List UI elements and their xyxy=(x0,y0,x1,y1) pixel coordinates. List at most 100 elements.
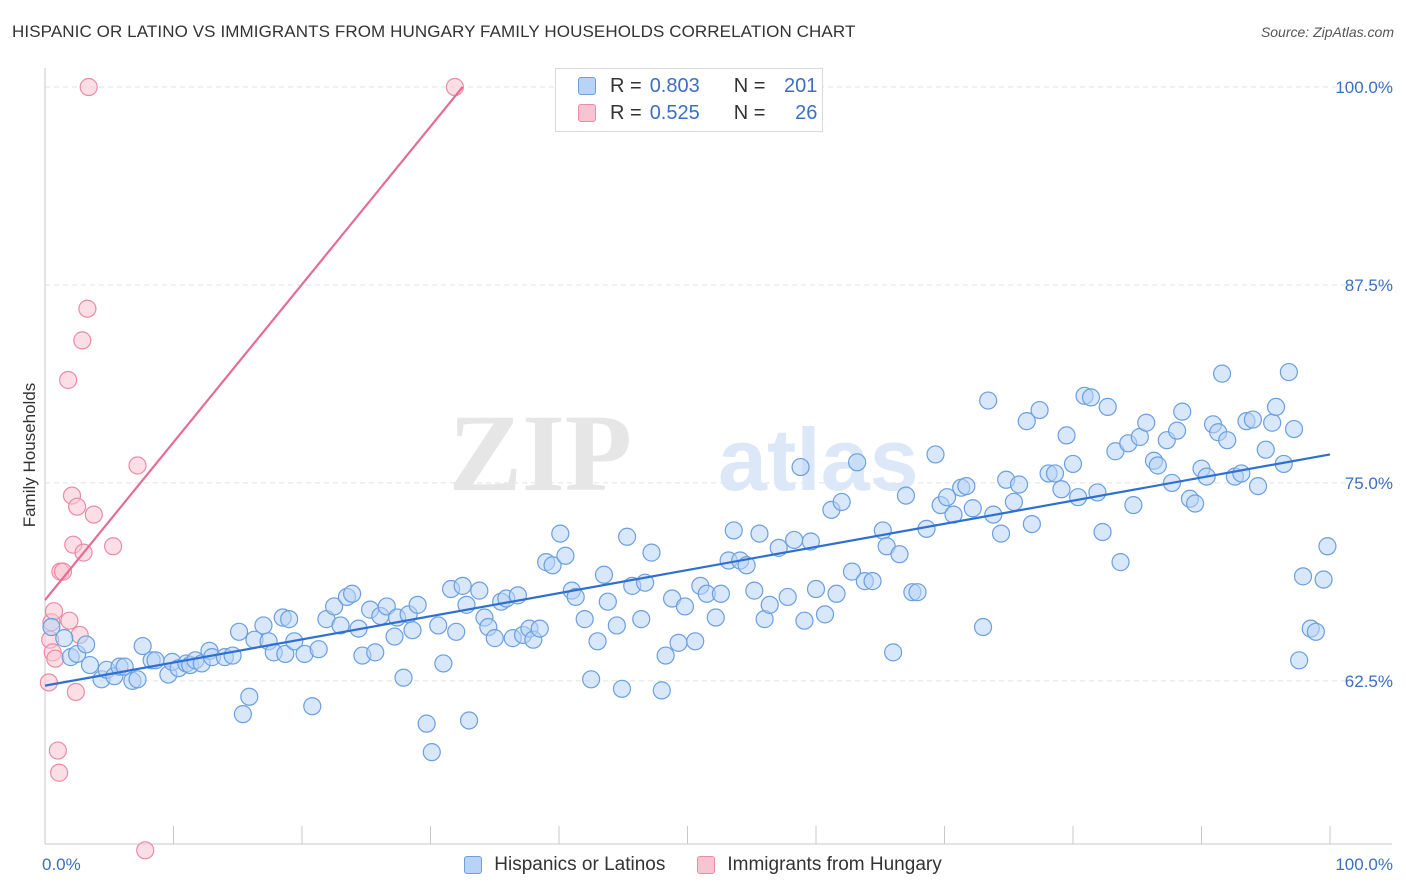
data-point xyxy=(1045,464,1065,483)
legend-r-value: 0.803 xyxy=(649,74,700,97)
data-point xyxy=(50,763,69,782)
data-point xyxy=(863,572,882,591)
data-point xyxy=(566,587,585,607)
data-point xyxy=(233,705,252,724)
legend-n-value: 201 xyxy=(784,74,818,97)
data-point xyxy=(806,579,826,599)
data-point xyxy=(1124,495,1143,515)
data-point xyxy=(104,537,123,556)
data-point xyxy=(223,646,242,665)
trend-line-hungary xyxy=(44,86,464,601)
legend-row-hispanic: R = 0.803 N = 201 xyxy=(578,74,817,98)
data-point xyxy=(711,584,731,603)
data-point xyxy=(937,488,957,507)
data-point xyxy=(53,562,73,581)
data-point xyxy=(594,565,614,584)
data-point xyxy=(908,583,927,602)
data-point xyxy=(1069,488,1088,507)
data-point xyxy=(385,627,404,646)
legend-swatch-blue xyxy=(464,856,483,874)
data-point xyxy=(1022,514,1041,534)
data-point xyxy=(1284,419,1304,439)
data-point xyxy=(408,595,427,614)
data-point xyxy=(832,492,851,512)
data-point xyxy=(343,584,362,603)
data-point xyxy=(77,635,96,654)
data-point xyxy=(1111,553,1130,572)
data-point xyxy=(1279,362,1298,382)
data-point xyxy=(254,616,273,635)
data-point xyxy=(445,77,465,97)
data-point xyxy=(1218,431,1237,450)
data-point xyxy=(675,597,695,616)
legend-item-hispanic[interactable]: Hispanics or Latinos xyxy=(464,854,665,876)
data-point xyxy=(706,608,725,627)
data-point xyxy=(827,584,846,603)
legend-swatch-pink xyxy=(697,856,716,874)
y-tick-label: 75.0% xyxy=(1345,474,1393,493)
data-point xyxy=(1314,570,1333,589)
data-point xyxy=(128,456,147,475)
data-point xyxy=(588,632,607,651)
legend-item-hungary[interactable]: Immigrants from Hungary xyxy=(697,854,942,876)
data-point xyxy=(417,714,436,733)
trend-line-hispanic xyxy=(44,453,1331,687)
x-tick-label: 0.0% xyxy=(42,855,81,874)
data-point xyxy=(598,592,617,611)
data-point xyxy=(60,611,79,630)
legend-n-value: 26 xyxy=(795,101,818,124)
axis-layer xyxy=(44,68,1392,845)
data-point xyxy=(1212,364,1232,383)
data-point xyxy=(133,636,152,656)
data-point xyxy=(366,643,385,662)
data-point xyxy=(485,629,504,648)
data-point xyxy=(1248,476,1268,496)
legend-label-hispanic: Hispanics or Latinos xyxy=(494,854,666,875)
y-tick-label: 62.5% xyxy=(1345,672,1393,691)
data-point xyxy=(551,524,570,543)
y-tick-label: 100.0% xyxy=(1335,78,1393,97)
data-point xyxy=(55,629,74,648)
data-point xyxy=(848,453,867,472)
data-point xyxy=(1057,426,1076,445)
watermark: ZIP atlas xyxy=(449,392,919,514)
data-point xyxy=(607,616,626,635)
data-point xyxy=(78,299,97,318)
data-point xyxy=(543,556,562,575)
data-point xyxy=(422,743,441,762)
y-tick-label: 87.5% xyxy=(1345,276,1393,295)
data-point xyxy=(136,841,155,860)
data-point xyxy=(280,610,299,629)
legend-swatch-pink xyxy=(578,104,596,122)
data-point xyxy=(963,499,982,518)
data-point xyxy=(686,632,705,651)
data-point xyxy=(79,77,98,97)
data-point xyxy=(1293,567,1313,586)
data-point xyxy=(815,605,835,624)
legend-row-hungary: R = 0.525 N = 26 xyxy=(578,101,817,125)
data-point xyxy=(582,670,601,689)
data-point xyxy=(801,532,820,551)
data-point xyxy=(750,524,769,543)
data-point xyxy=(791,457,810,477)
data-point xyxy=(618,527,637,546)
data-point xyxy=(39,673,58,692)
data-point xyxy=(795,611,814,630)
legend-r-label: R = xyxy=(610,101,642,124)
data-point xyxy=(652,681,671,700)
data-point xyxy=(470,581,489,600)
legend-n-label: N = xyxy=(733,101,766,124)
legend-swatch-blue xyxy=(578,77,596,95)
data-point xyxy=(1185,494,1205,513)
data-point xyxy=(991,524,1011,543)
data-point xyxy=(632,610,651,629)
data-point xyxy=(1290,651,1309,670)
data-point xyxy=(59,370,78,390)
data-point xyxy=(377,597,396,616)
data-point xyxy=(276,644,295,664)
series-hungary-points xyxy=(39,77,465,860)
y-axis-label: Family Households xyxy=(20,382,39,528)
data-point xyxy=(84,505,103,524)
trend-lines xyxy=(44,86,1331,687)
data-point xyxy=(1256,440,1275,459)
